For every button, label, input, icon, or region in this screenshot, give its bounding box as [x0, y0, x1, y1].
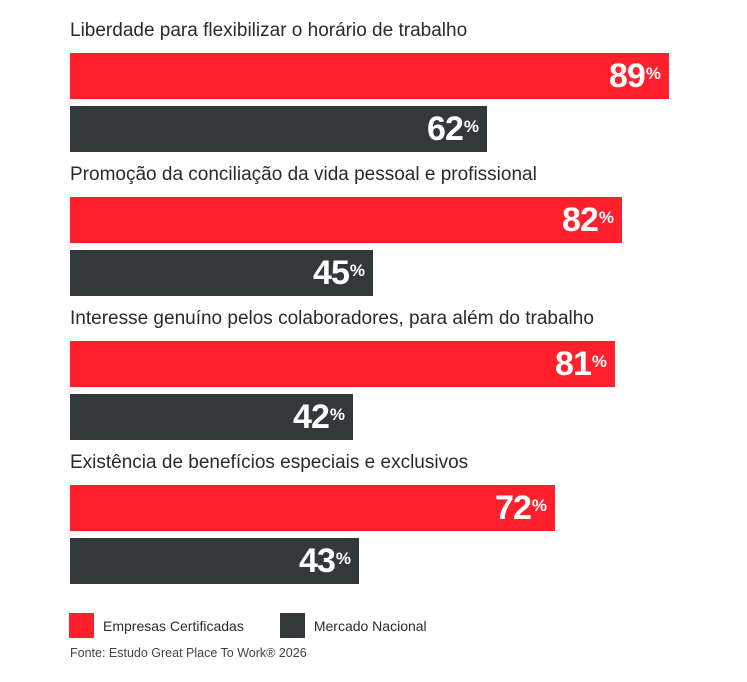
- bar-value-label: 42%: [293, 398, 345, 436]
- bar-value-label: 43%: [299, 542, 351, 580]
- bar-mercado-nacional: 62%: [70, 106, 487, 152]
- legend-item-mercado-nacional: Mercado Nacional: [279, 613, 427, 638]
- legend-swatch-mercado-nacional: [279, 613, 305, 638]
- bar-mercado-nacional: 45%: [70, 250, 373, 296]
- category-label: Promoção da conciliação da vida pessoal …: [70, 164, 537, 185]
- bar-value-label: 72%: [495, 489, 547, 527]
- bar-empresas-certificadas: 72%: [70, 485, 555, 531]
- bar-value-label: 45%: [313, 254, 365, 292]
- bar-empresas-certificadas: 89%: [70, 53, 669, 99]
- source-note: Fonte: Estudo Great Place To Work® 2026: [70, 646, 307, 660]
- legend-label-empresas-certificadas: Empresas Certificadas: [103, 617, 244, 634]
- legend-label-mercado-nacional: Mercado Nacional: [313, 617, 427, 634]
- bar-value-label: 81%: [555, 345, 607, 383]
- legend-item-empresas-certificadas: Empresas Certificadas: [69, 613, 244, 638]
- category-label: Existência de benefícios especiais e exc…: [70, 452, 469, 473]
- bar-mercado-nacional: 42%: [70, 394, 353, 440]
- legend-swatch-empresas-certificadas: [69, 613, 94, 638]
- bar-value-label: 82%: [562, 201, 614, 239]
- bar-mercado-nacional: 43%: [70, 538, 359, 584]
- legend: Empresas Certificadas Mercado Nacional: [69, 613, 463, 638]
- bar-value-label: 89%: [609, 57, 661, 95]
- bar-value-label: 62%: [427, 110, 479, 148]
- category-label: Interesse genuíno pelos colaboradores, p…: [70, 308, 594, 329]
- bar-chart: Liberdade para flexibilizar o horário de…: [70, 20, 669, 584]
- bar-empresas-certificadas: 82%: [70, 197, 622, 243]
- category-label: Liberdade para flexibilizar o horário de…: [70, 20, 468, 41]
- bar-empresas-certificadas: 81%: [70, 341, 615, 387]
